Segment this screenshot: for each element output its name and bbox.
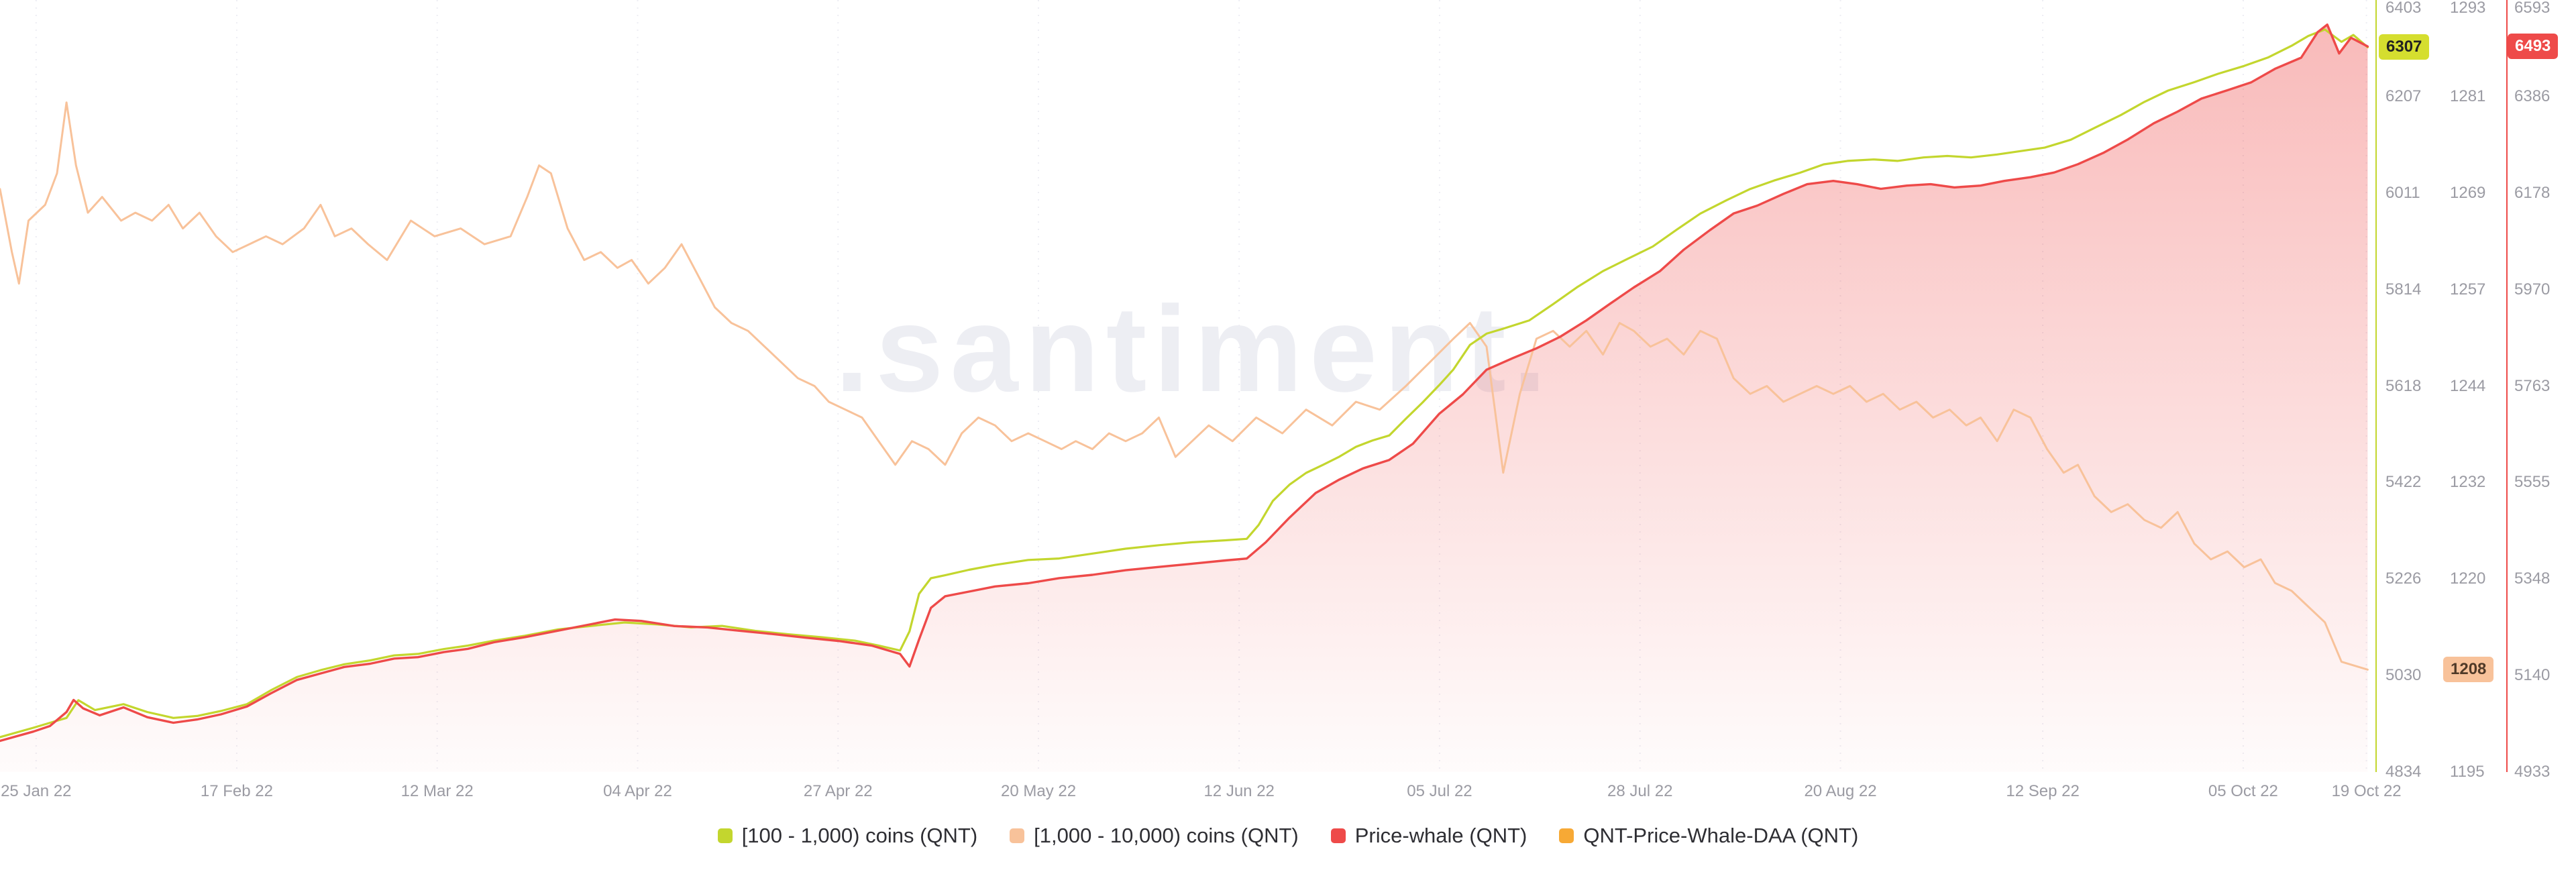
y-axis-tick: 5555 <box>2514 473 2551 492</box>
x-axis-tick: 05 Oct 22 <box>2208 782 2278 800</box>
series-line-0 <box>0 28 2369 739</box>
y-axis-tick: 6593 <box>2514 0 2551 17</box>
legend-label: QNT-Price-Whale-DAA (QNT) <box>1583 824 1859 847</box>
y-axis-tick: 5348 <box>2514 569 2551 588</box>
legend-item-0[interactable]: [100 - 1,000) coins (QNT) <box>717 824 978 848</box>
x-axis-tick: 12 Jun 22 <box>1203 782 1275 800</box>
x-axis-tick: 12 Sep 22 <box>2006 782 2080 800</box>
series-line-2 <box>0 23 2369 743</box>
y-axis-tick: 6011 <box>2385 183 2420 202</box>
x-axis-tick: 12 Mar 22 <box>400 782 474 800</box>
legend-swatch-icon <box>717 828 733 843</box>
chart-legend: [100 - 1,000) coins (QNT) [1,000 - 10,000… <box>0 824 2576 848</box>
y-axis-tick: 5226 <box>2385 569 2422 588</box>
legend-swatch-icon <box>1330 828 1346 843</box>
y-axis-tick: 1269 <box>2450 183 2486 202</box>
x-axis-tick: 20 Aug 22 <box>1804 782 1877 800</box>
price-chart-canvas[interactable] <box>0 0 2576 773</box>
y-axis-tick: 4933 <box>2514 763 2551 781</box>
legend-swatch-icon <box>1559 828 1574 843</box>
legend-item-2[interactable]: Price-whale (QNT) <box>1330 824 1527 848</box>
x-axis-tick: 28 Jul 22 <box>1607 782 1673 800</box>
y-axis-tick: 6403 <box>2385 0 2422 17</box>
x-axis-tick: 19 Oct 22 <box>2331 782 2402 800</box>
y-axis-tick: 1244 <box>2450 376 2486 395</box>
legend-label: [1,000 - 10,000) coins (QNT) <box>1034 824 1299 847</box>
y-axis-tick: 1232 <box>2450 473 2486 492</box>
y-axis-tick: 5970 <box>2514 280 2551 298</box>
legend-label: [100 - 1,000) coins (QNT) <box>741 824 978 847</box>
y-axis-tick: 5763 <box>2514 376 2551 395</box>
y-axis-tick: 5140 <box>2514 666 2551 685</box>
y-axis-tick: 6386 <box>2514 87 2551 105</box>
y-axis-tick: 1220 <box>2450 569 2486 588</box>
x-axis-tick: 17 Feb 22 <box>200 782 273 800</box>
x-axis-tick: 25 Jan 22 <box>1 782 72 800</box>
y-axis-tick: 4834 <box>2385 763 2422 781</box>
series-line-1 <box>0 101 2369 671</box>
current-value-badge: 1208 <box>2443 657 2494 683</box>
y-axis-tick: 6178 <box>2514 183 2551 202</box>
x-axis-tick: 20 May 22 <box>1000 782 1077 800</box>
x-axis-tick: 04 Apr 22 <box>603 782 672 800</box>
y-axis-tick: 1281 <box>2450 87 2486 105</box>
y-axis-tick: 1293 <box>2450 0 2486 17</box>
y-axis-tick: 5814 <box>2385 280 2422 298</box>
legend-item-3[interactable]: QNT-Price-Whale-DAA (QNT) <box>1559 824 1858 848</box>
legend-label: Price-whale (QNT) <box>1354 824 1527 847</box>
legend-item-1[interactable]: [1,000 - 10,000) coins (QNT) <box>1010 824 1299 848</box>
y-axis-tick: 1195 <box>2450 763 2485 781</box>
y-axis-tick: 5030 <box>2385 666 2422 685</box>
x-axis-tick: 27 Apr 22 <box>803 782 873 800</box>
y-axis-tick: 1257 <box>2450 280 2486 298</box>
y-axis-tick: 6207 <box>2385 87 2422 105</box>
y-axis-tick: 5618 <box>2385 376 2422 395</box>
price-whale-area <box>0 24 2368 773</box>
current-value-badge: 6307 <box>2379 34 2430 60</box>
y-axis-tick: 5422 <box>2385 473 2422 492</box>
legend-swatch-icon <box>1010 828 1025 843</box>
current-value-badge: 6493 <box>2508 34 2559 60</box>
x-axis-tick: 05 Jul 22 <box>1407 782 1472 800</box>
